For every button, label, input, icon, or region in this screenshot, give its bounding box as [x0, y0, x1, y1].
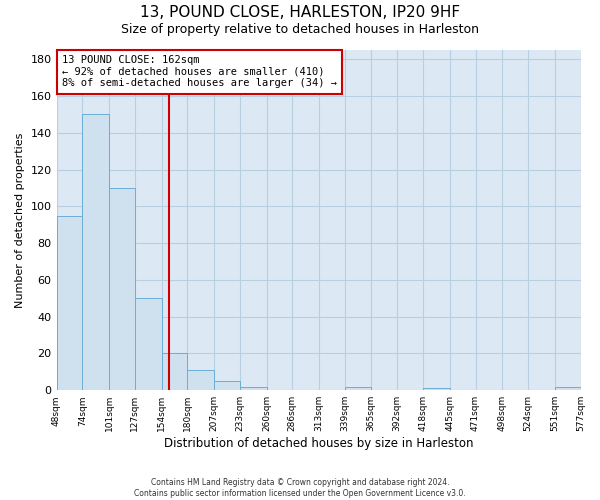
- Text: Size of property relative to detached houses in Harleston: Size of property relative to detached ho…: [121, 22, 479, 36]
- Bar: [345, 386, 371, 390]
- Text: 13 POUND CLOSE: 162sqm
← 92% of detached houses are smaller (410)
8% of semi-det: 13 POUND CLOSE: 162sqm ← 92% of detached…: [62, 55, 337, 88]
- Bar: [56, 216, 82, 390]
- Bar: [161, 354, 187, 390]
- Bar: [82, 114, 109, 390]
- Bar: [423, 388, 450, 390]
- X-axis label: Distribution of detached houses by size in Harleston: Distribution of detached houses by size …: [164, 437, 473, 450]
- Bar: [214, 381, 240, 390]
- Text: Contains HM Land Registry data © Crown copyright and database right 2024.
Contai: Contains HM Land Registry data © Crown c…: [134, 478, 466, 498]
- Bar: [555, 386, 581, 390]
- Bar: [135, 298, 161, 390]
- Bar: [109, 188, 135, 390]
- Bar: [240, 386, 266, 390]
- Y-axis label: Number of detached properties: Number of detached properties: [15, 132, 25, 308]
- Bar: [187, 370, 214, 390]
- Text: 13, POUND CLOSE, HARLESTON, IP20 9HF: 13, POUND CLOSE, HARLESTON, IP20 9HF: [140, 5, 460, 20]
